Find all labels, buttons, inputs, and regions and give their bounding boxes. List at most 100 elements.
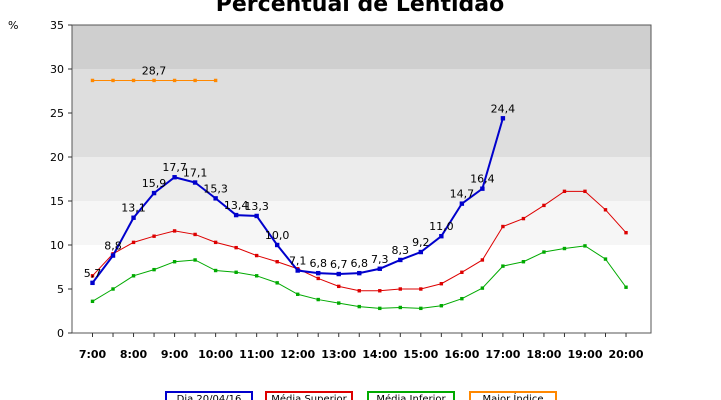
data-label: 13,1 [121, 202, 146, 215]
data-point [131, 78, 136, 83]
y-tick-label: 30 [50, 63, 64, 76]
legend-box [367, 391, 455, 400]
data-label: 14,7 [450, 188, 475, 201]
data-point [234, 245, 238, 250]
legend-label: Dia 20/04/16 [177, 394, 242, 400]
data-label: 16,4 [470, 173, 495, 186]
data-point [234, 270, 238, 274]
data-label: 9,2 [412, 236, 430, 249]
data-point [357, 304, 361, 309]
y-tick-label: 15 [50, 195, 64, 208]
x-tick-label: 13:00 [321, 348, 356, 361]
x-tick-label: 11:00 [239, 348, 274, 361]
data-point [418, 249, 424, 255]
data-label: 5,7 [84, 267, 102, 280]
data-label: 10,0 [265, 229, 290, 242]
data-point [90, 274, 95, 278]
data-point [316, 297, 320, 302]
x-tick-label: 19:00 [567, 348, 602, 361]
x-tick-label: 10:00 [198, 348, 233, 361]
x-tick-label: 20:00 [609, 348, 644, 361]
data-point [460, 296, 464, 301]
data-point [603, 257, 608, 261]
data-point [90, 280, 95, 286]
data-label: 28,7 [142, 64, 167, 77]
data-point [233, 212, 239, 218]
data-point [562, 189, 567, 194]
data-label: 8,8 [104, 240, 122, 253]
data-point [131, 274, 136, 278]
data-label: 15,9 [142, 177, 167, 190]
y-tick-label: 25 [50, 107, 64, 120]
data-point [398, 257, 403, 263]
data-label: 6,7 [330, 258, 348, 271]
data-point [378, 306, 382, 311]
data-point [419, 306, 423, 311]
data-point [193, 232, 197, 237]
data-point [172, 260, 177, 264]
data-point [501, 224, 505, 229]
data-point [172, 175, 177, 180]
x-tick-label: 12:00 [280, 348, 315, 361]
data-point [110, 253, 116, 258]
background-band-4 [72, 25, 651, 69]
data-point [583, 244, 587, 248]
data-point [562, 246, 567, 251]
data-label: 7,1 [289, 255, 307, 268]
data-point [419, 287, 423, 291]
background-band-1 [72, 201, 651, 245]
data-label: 17,1 [183, 167, 208, 180]
data-point [357, 289, 361, 293]
data-point [131, 215, 136, 220]
data-point [316, 276, 320, 281]
data-point [480, 258, 485, 262]
data-point [521, 260, 526, 264]
data-point [460, 270, 464, 274]
data-label: 13,4 [224, 199, 249, 212]
legend-label: Média Superior [271, 393, 347, 400]
data-point [213, 240, 218, 245]
data-point [131, 240, 136, 245]
data-label: 8,3 [392, 244, 410, 257]
data-point [439, 282, 444, 286]
y-axis-label: % [8, 19, 18, 32]
data-point [90, 78, 95, 83]
data-point [542, 250, 546, 254]
data-point [624, 230, 628, 235]
legend-label: Maior Índice [482, 392, 543, 400]
chart-title: Percentual de Lentidão [216, 0, 504, 17]
data-point [275, 260, 279, 264]
data-point [500, 116, 506, 121]
y-tick-label: 5 [57, 283, 64, 296]
legend-label: Média Inferior [376, 393, 446, 400]
data-point [542, 203, 546, 208]
x-tick-label: 16:00 [444, 348, 479, 361]
data-point [213, 268, 218, 273]
y-tick-label: 20 [50, 151, 64, 164]
data-point [583, 189, 587, 194]
y-tick-label: 10 [50, 239, 64, 252]
data-point [336, 271, 341, 277]
data-point [480, 286, 485, 290]
background-band-3 [72, 69, 651, 157]
data-point [275, 281, 279, 285]
data-label: 6,8 [309, 257, 327, 270]
data-point [213, 78, 218, 83]
x-tick-label: 18:00 [526, 348, 561, 361]
background-band-0 [72, 245, 651, 333]
data-point [213, 196, 218, 201]
data-point [377, 266, 382, 271]
data-point [254, 253, 259, 258]
data-point [398, 305, 402, 310]
data-label: 15,3 [203, 182, 228, 195]
data-point [193, 258, 197, 262]
data-point [111, 287, 115, 291]
data-point [603, 208, 608, 212]
data-label: 13,3 [244, 200, 269, 213]
legend-box [265, 391, 353, 400]
data-point [192, 180, 198, 185]
data-point [193, 78, 197, 83]
data-point [459, 201, 465, 206]
y-tick-label: 35 [50, 19, 64, 32]
